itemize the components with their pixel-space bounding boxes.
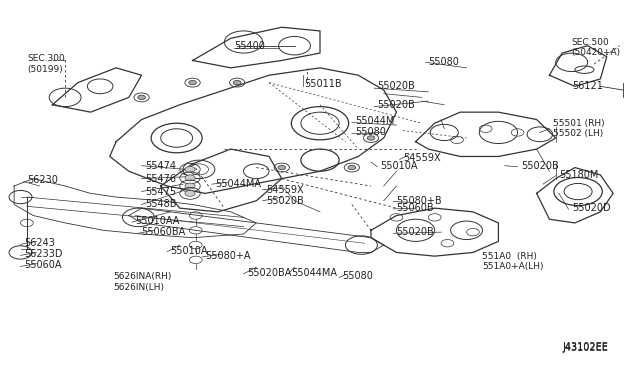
Text: 56243: 56243 (24, 238, 54, 248)
Circle shape (185, 175, 195, 181)
Text: 55010A: 55010A (170, 246, 208, 256)
Text: 55060BA: 55060BA (141, 227, 186, 237)
Polygon shape (193, 27, 320, 68)
Text: 56233D: 56233D (24, 249, 62, 259)
Circle shape (185, 190, 195, 196)
Text: 551A0  (RH)
551A0+A(LH): 551A0 (RH) 551A0+A(LH) (483, 252, 544, 272)
Circle shape (234, 80, 241, 85)
Text: 55475: 55475 (145, 186, 176, 196)
Polygon shape (14, 179, 256, 238)
Text: 5626INA(RH)
5626IN(LH): 5626INA(RH) 5626IN(LH) (113, 272, 172, 292)
Polygon shape (109, 68, 396, 193)
Text: 55010A: 55010A (381, 161, 418, 171)
Circle shape (185, 166, 195, 172)
Circle shape (189, 80, 196, 85)
Text: 54559X: 54559X (403, 153, 440, 163)
Text: 55080: 55080 (342, 272, 373, 282)
Circle shape (138, 95, 145, 100)
Text: 55011B: 55011B (304, 80, 342, 89)
Polygon shape (371, 208, 499, 256)
Text: 55180M: 55180M (559, 170, 598, 180)
Text: 55080+A: 55080+A (205, 251, 251, 261)
Text: 55501 (RH)
55502 (LH): 55501 (RH) 55502 (LH) (552, 119, 604, 138)
Text: 55010AA: 55010AA (135, 216, 180, 226)
Text: 54559X: 54559X (266, 185, 303, 195)
Circle shape (185, 183, 195, 189)
Text: 56230: 56230 (27, 176, 58, 186)
Text: 55020D: 55020D (572, 203, 611, 213)
Text: 55060A: 55060A (24, 260, 61, 270)
Text: J43102EE: J43102EE (562, 341, 608, 352)
Polygon shape (537, 167, 613, 223)
Polygon shape (415, 112, 556, 157)
Circle shape (348, 165, 356, 170)
Text: 5548B: 5548B (145, 199, 176, 209)
Text: 55020B: 55020B (521, 161, 559, 171)
Text: 55044MA: 55044MA (215, 179, 261, 189)
Text: 55020B: 55020B (396, 227, 434, 237)
Circle shape (278, 165, 285, 170)
Text: 55400: 55400 (234, 41, 265, 51)
Polygon shape (161, 149, 282, 212)
Text: 56121: 56121 (572, 81, 603, 91)
Text: 55020B: 55020B (378, 100, 415, 110)
Text: 55080: 55080 (428, 57, 460, 67)
Text: 55060B: 55060B (396, 203, 434, 213)
Text: SEC.300
(50199): SEC.300 (50199) (27, 54, 65, 74)
Text: 55020B: 55020B (378, 81, 415, 91)
Text: 55020B: 55020B (266, 196, 303, 206)
Text: J43102EE: J43102EE (562, 343, 608, 353)
Text: SEC.500
(50420+A): SEC.500 (50420+A) (572, 38, 621, 57)
Text: 55080: 55080 (355, 128, 386, 138)
Text: 55474: 55474 (145, 161, 176, 171)
Text: 55044M: 55044M (355, 116, 394, 126)
Text: 55476: 55476 (145, 174, 176, 184)
Polygon shape (129, 208, 384, 253)
Circle shape (367, 136, 375, 140)
Polygon shape (549, 46, 607, 86)
Polygon shape (52, 68, 141, 112)
Text: 55044MA: 55044MA (291, 268, 337, 278)
Text: 55080+B: 55080+B (396, 196, 442, 206)
Text: 55020BA: 55020BA (246, 268, 291, 278)
